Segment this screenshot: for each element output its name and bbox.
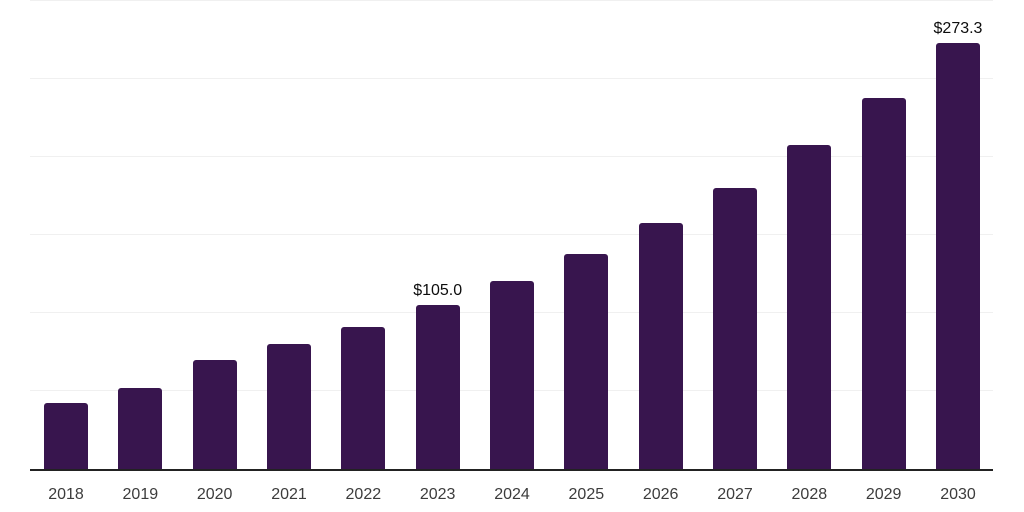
x-tick-2026: 2026 [642,486,679,503]
bar-2027 [712,187,757,469]
gridline-200 [30,156,993,157]
bar-2030 [935,42,980,469]
x-tick-2030: 2030 [940,486,976,503]
bar-2028 [787,145,832,469]
data-label-2023: $105.0 [413,282,463,300]
x-tick-2028: 2028 [791,486,828,503]
gridline-250 [30,78,993,79]
x-tick-2021: 2021 [271,486,307,503]
bar-2020 [192,359,237,469]
x-tick-2022: 2022 [345,486,382,503]
gridline-150 [30,234,993,235]
bar-2022 [341,327,386,469]
x-tick-2024: 2024 [494,486,530,503]
x-tick-2020: 2020 [196,486,233,503]
bar-2026 [638,223,683,469]
bar-2025 [564,253,609,469]
x-tick-2019: 2019 [122,486,159,503]
bar-2023 [415,305,460,469]
x-tick-2025: 2025 [568,486,605,503]
bar-2018 [44,403,88,469]
data-label-2030: $273.3 [933,19,983,37]
gridline-300 [30,0,993,1]
bar-2019 [118,387,163,469]
bar-2029 [861,98,906,469]
bar-2021 [266,344,311,469]
x-tick-2027: 2027 [717,486,753,503]
x-tick-2029: 2029 [865,486,902,503]
x-tick-2023: 2023 [419,486,456,503]
plot-area: $105.0 $273.3 [30,0,993,471]
bar-2024 [489,281,534,469]
x-tick-2018: 2018 [48,486,84,503]
x-axis-labels: 2018 2019 2020 2021 2022 2023 2024 2025 2026 2027… [30,485,993,507]
